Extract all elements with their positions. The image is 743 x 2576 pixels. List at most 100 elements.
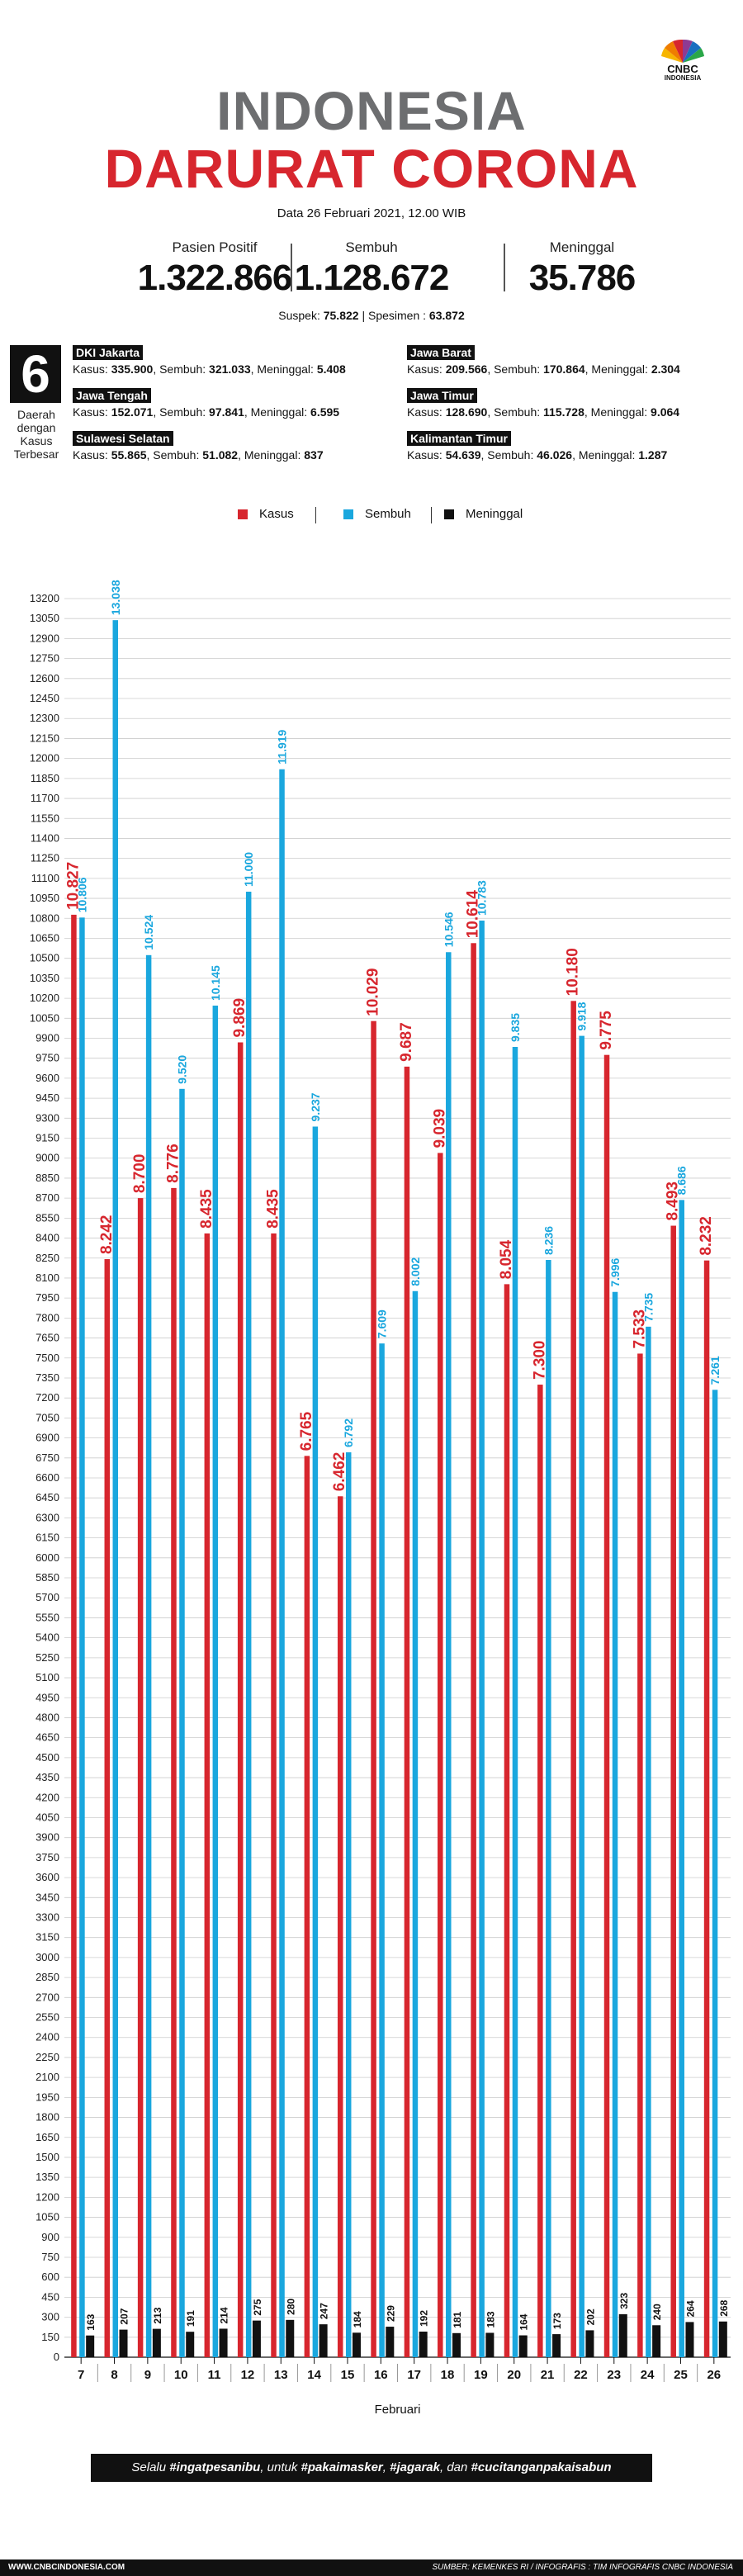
bar-sembuh [345, 1452, 352, 2357]
bar-kasus [637, 1353, 643, 2357]
y-tick-label: 900 [41, 2231, 59, 2243]
region-item: DKI Jakarta Kasus: 335.900, Sembuh: 321.0… [73, 345, 346, 376]
legend-item-sembuh: Sembuh [343, 507, 411, 521]
region-sembuh: 97.841 [209, 405, 244, 419]
data-label-meninggal: 184 [352, 2311, 363, 2327]
bar-kasus [137, 1198, 144, 2357]
data-label-sembuh: 7.609 [376, 1309, 389, 1338]
data-label-kasus: 8.700 [131, 1154, 149, 1194]
region-count-caption: Daerah dengan Kasus Terbesar [13, 408, 59, 461]
stat-meninggal: Meninggal 35.786 [475, 239, 689, 299]
data-label-sembuh: 10.806 [75, 877, 88, 912]
y-tick-label: 2700 [35, 1991, 59, 2003]
y-tick-label: 10800 [30, 912, 59, 924]
y-tick-label: 9600 [35, 1072, 59, 1084]
bar-kasus [404, 1066, 410, 2357]
region-sembuh: 170.864 [543, 362, 585, 376]
data-label-meninggal: 229 [385, 2305, 396, 2322]
data-label-sembuh: 10.546 [442, 912, 455, 947]
footer-note: Selalu #ingatpesanibu, untuk #pakaimaske… [91, 2454, 652, 2482]
data-label-kasus: 8.054 [498, 1239, 515, 1279]
y-tick-label: 4500 [35, 1751, 59, 1764]
bar-sembuh [312, 1126, 319, 2357]
y-tick-label: 1200 [35, 2190, 59, 2203]
bar-meninggal [219, 2328, 228, 2357]
x-tick-label: 15 [341, 2368, 355, 2382]
bar-kasus [670, 1225, 676, 2357]
region-kasus: 55.865 [111, 448, 147, 462]
y-tick-label: 8250 [35, 1252, 59, 1264]
bar-meninggal [252, 2320, 261, 2357]
legend-swatch [343, 509, 353, 519]
region-count-badge: 6 [10, 345, 61, 403]
region-meninggal: 837 [304, 448, 324, 462]
y-tick-label: 4350 [35, 1771, 59, 1783]
y-tick-label: 8400 [35, 1232, 59, 1244]
y-tick-label: 0 [54, 2351, 59, 2363]
y-tick-label: 4800 [35, 1711, 59, 1723]
bar-sembuh [145, 954, 152, 2357]
legend-item-kasus: Kasus [238, 507, 294, 521]
y-tick-label: 11700 [31, 792, 59, 804]
suspek-line: Suspek: 75.822 | Spesimen : 63.872 [0, 309, 743, 322]
x-tick-label: 25 [674, 2368, 688, 2382]
data-label-sembuh: 9.835 [509, 1013, 522, 1042]
data-label-sembuh: 10.145 [209, 965, 222, 1001]
data-label-kasus: 10.029 [365, 968, 382, 1016]
label-meninggal: , Meninggal: [584, 362, 648, 376]
bar-meninggal [452, 2332, 461, 2357]
data-label-meninggal: 164 [518, 2313, 530, 2330]
source-credit: SUMBER: KEMENKES RI / INFOGRAFIS : TIM I… [432, 2563, 733, 2572]
y-tick-label: 150 [41, 2331, 59, 2343]
region-kasus: 209.566 [445, 362, 488, 376]
y-tick-label: 9300 [35, 1111, 59, 1124]
bar-meninggal [618, 2313, 627, 2357]
label-kasus: Kasus: [407, 362, 442, 376]
bar-meninggal [685, 2322, 694, 2357]
region-meninggal: 6.595 [310, 405, 340, 419]
y-tick-label: 9000 [35, 1152, 59, 1164]
suspek-value: 75.822 [323, 309, 359, 322]
label-kasus: Kasus: [73, 362, 108, 376]
x-tick-label: 9 [144, 2368, 151, 2382]
y-tick-label: 12750 [30, 652, 59, 665]
y-tick-label: 9900 [35, 1032, 59, 1044]
x-tick-label: 12 [241, 2368, 255, 2382]
data-label-sembuh: 10.783 [476, 880, 489, 916]
stat-divider [504, 244, 505, 291]
y-tick-label: 11400 [31, 831, 59, 844]
y-tick-label: 7350 [35, 1371, 59, 1384]
data-label-sembuh: 8.236 [542, 1226, 555, 1255]
bar-sembuh [412, 1290, 419, 2357]
x-tick-label: 11 [208, 2368, 221, 2382]
title-line-1: INDONESIA [216, 80, 527, 141]
suspek-separator: | [362, 309, 366, 322]
y-tick-label: 300 [41, 2311, 59, 2323]
y-tick-label: 4050 [35, 1811, 59, 1823]
stat-label: Pasien Positif [172, 239, 258, 255]
data-label-sembuh: 13.038 [109, 580, 122, 615]
label-kasus: Kasus: [407, 405, 442, 419]
y-tick-label: 11550 [31, 812, 59, 824]
y-tick-label: 10350 [30, 972, 59, 984]
cnbc-logo: CNBC INDONESIA [652, 28, 713, 83]
x-tick-label: 21 [541, 2368, 555, 2382]
y-tick-label: 4200 [35, 1791, 59, 1803]
legend-item-meninggal: Meninggal [444, 507, 523, 521]
data-label-meninggal: 183 [485, 2311, 496, 2327]
note-text: , untuk [260, 2460, 301, 2474]
note-text: , dan [440, 2460, 471, 2474]
data-label-kasus: 9.869 [231, 998, 248, 1038]
bar-sembuh [712, 1390, 718, 2357]
title-line-2: DARURAT CORONA [104, 138, 639, 199]
y-tick-label: 13200 [30, 592, 59, 604]
x-tick-label: 10 [174, 2368, 188, 2382]
website-link[interactable]: WWW.CNBCINDONESIA.COM [8, 2563, 125, 2572]
bar-meninggal [518, 2335, 528, 2357]
region-name: Sulawesi Selatan [73, 431, 173, 446]
y-tick-label: 3600 [35, 1871, 59, 1883]
data-label-kasus: 9.775 [598, 1011, 615, 1050]
bar-meninggal [152, 2328, 161, 2357]
region-item: Jawa Tengah Kasus: 152.071, Sembuh: 97.84… [73, 388, 339, 419]
y-tick-label: 10650 [30, 931, 59, 944]
